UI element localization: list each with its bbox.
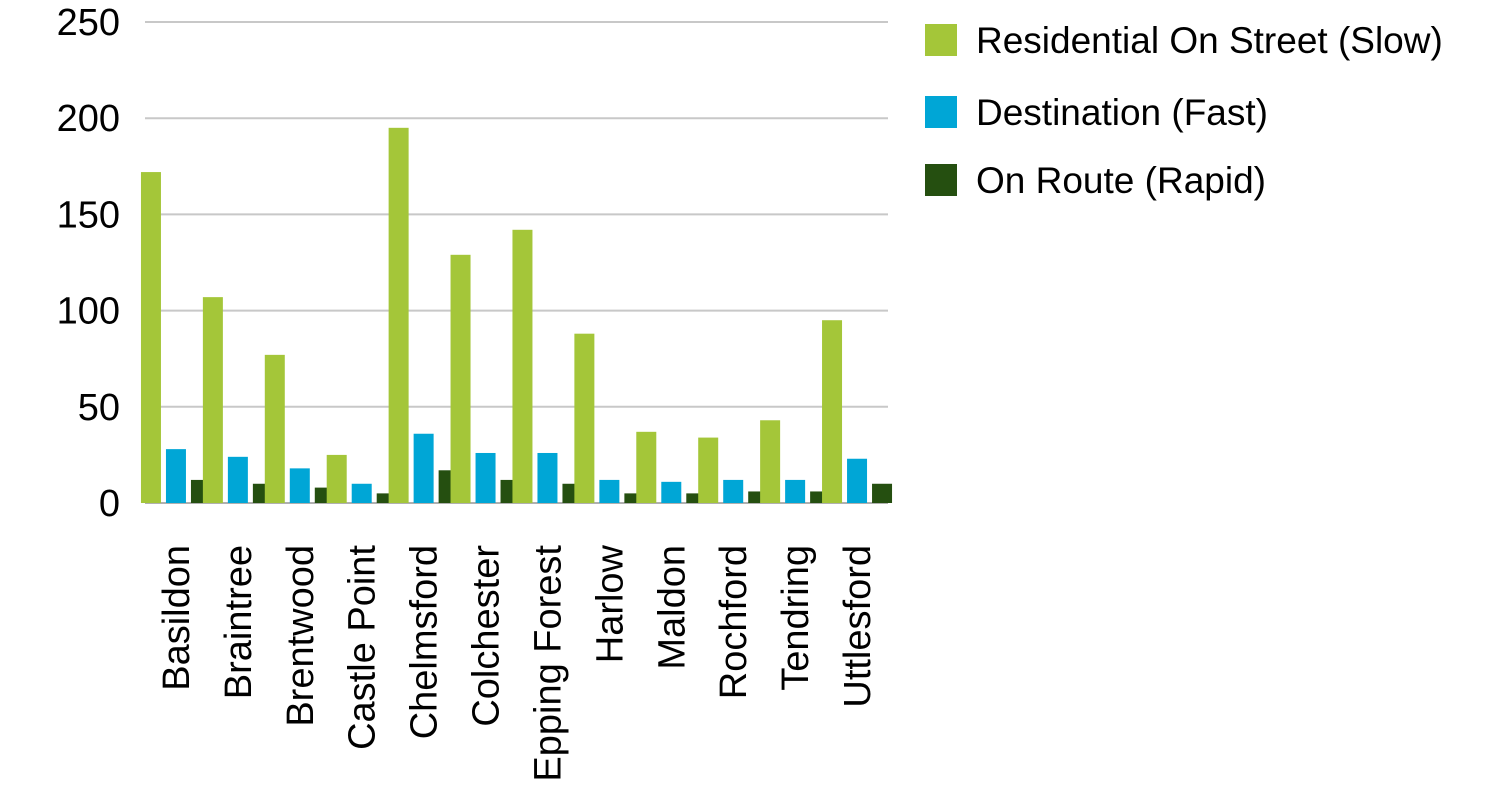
bar-harlow-series-2 xyxy=(624,493,645,503)
bar-colchester-series-1 xyxy=(475,452,496,503)
bar-castle-point-series-0 xyxy=(326,454,347,503)
bar-maldon-series-1 xyxy=(661,481,682,503)
bar-brentwood-series-1 xyxy=(289,468,310,503)
bars xyxy=(140,127,893,504)
y-tick-label: 250 xyxy=(57,2,120,44)
legend-swatch xyxy=(925,96,957,128)
bar-harlow-series-1 xyxy=(599,479,620,503)
y-tick-label: 200 xyxy=(57,98,120,140)
y-tick-label: 150 xyxy=(57,194,120,236)
bar-uttlesford-series-2 xyxy=(872,483,893,503)
bar-epping-forest-series-1 xyxy=(537,452,558,503)
x-category-label: Harlow xyxy=(589,544,631,663)
bar-tendring-series-0 xyxy=(760,420,781,503)
bar-rochford-series-0 xyxy=(698,437,719,503)
bar-castle-point-series-2 xyxy=(376,493,397,503)
y-tick-label: 0 xyxy=(99,483,120,525)
x-category-label: Maldon xyxy=(651,545,693,670)
bar-rochford-series-2 xyxy=(748,491,769,503)
bar-basildon-series-0 xyxy=(140,172,161,503)
legend-label: On Route (Rapid) xyxy=(976,160,1266,201)
x-category-label: Brentwood xyxy=(280,545,322,727)
bar-uttlesford-series-0 xyxy=(822,320,843,503)
bar-maldon-series-0 xyxy=(636,431,657,503)
bar-castle-point-series-1 xyxy=(351,483,372,503)
x-category-label: Basildon xyxy=(156,545,198,691)
bar-brentwood-series-0 xyxy=(264,354,285,503)
x-axis-categories: Basildon Braintree Brentwood Castle Point Ch… xyxy=(156,544,879,781)
bar-epping-forest-series-0 xyxy=(512,229,533,504)
bar-rochford-series-1 xyxy=(723,479,744,503)
x-category-label: Rochford xyxy=(713,545,755,699)
x-category-label: Castle Point xyxy=(342,545,384,750)
x-category-label: Tendring xyxy=(775,545,817,691)
bar-basildon-series-1 xyxy=(165,449,186,503)
legend: Residential On Street (Slow) Destination … xyxy=(925,20,1443,201)
bar-tendring-series-2 xyxy=(810,491,831,503)
legend-label: Destination (Fast) xyxy=(976,92,1268,133)
bar-chelmsford-series-0 xyxy=(388,127,409,503)
legend-swatch xyxy=(925,164,957,196)
y-axis-ticks: 0 50 100 150 200 250 xyxy=(57,2,120,525)
bar-maldon-series-2 xyxy=(686,493,707,503)
bar-braintree-series-0 xyxy=(202,297,223,503)
bar-braintree-series-1 xyxy=(227,456,248,503)
x-category-label: Chelmsford xyxy=(404,545,446,739)
y-tick-label: 100 xyxy=(57,291,120,333)
bar-colchester-series-0 xyxy=(450,254,471,503)
legend-swatch xyxy=(925,24,957,56)
x-category-label: Uttlesford xyxy=(837,545,879,708)
bar-harlow-series-0 xyxy=(574,333,595,503)
x-category-label: Braintree xyxy=(218,545,260,699)
x-category-label: Epping Forest xyxy=(527,545,569,782)
bar-tendring-series-1 xyxy=(785,479,806,503)
x-category-label: Colchester xyxy=(466,545,508,727)
legend-item: On Route (Rapid) xyxy=(925,160,1266,201)
legend-label: Residential On Street (Slow) xyxy=(976,20,1443,61)
bar-chelmsford-series-1 xyxy=(413,433,434,503)
legend-item: Destination (Fast) xyxy=(925,92,1268,133)
bar-uttlesford-series-1 xyxy=(847,458,868,503)
y-tick-label: 50 xyxy=(78,387,120,429)
legend-item: Residential On Street (Slow) xyxy=(925,20,1443,61)
